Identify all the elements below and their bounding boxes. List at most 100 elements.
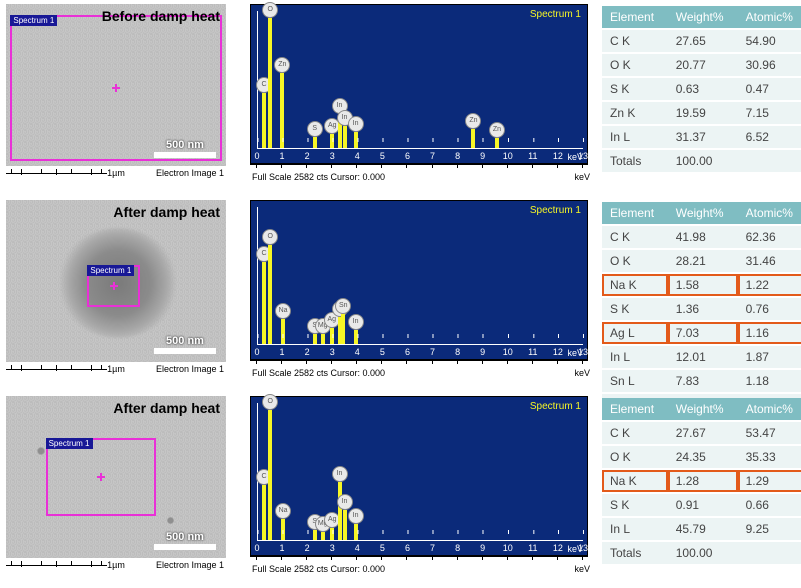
table-cell: 54.90 bbox=[738, 30, 801, 52]
peak-label-icon: Zn bbox=[274, 57, 290, 73]
table-cell: 27.65 bbox=[668, 30, 738, 52]
x-tick: 9 bbox=[480, 151, 485, 161]
table-cell: S K bbox=[602, 298, 668, 320]
x-unit-label: keV bbox=[567, 348, 583, 358]
x-tick: 5 bbox=[380, 543, 385, 553]
spectrum-footer: Full Scale 2582 cts Cursor: 0.000keV bbox=[250, 170, 592, 182]
table-row: Sn L7.831.18 bbox=[602, 370, 801, 392]
x-tick: 7 bbox=[430, 543, 435, 553]
peak-label-icon: In bbox=[348, 116, 364, 132]
eds-spectrum-plot: Spectrum 1CONaSMgAgInInIn012345678910111… bbox=[250, 396, 588, 556]
table-cell bbox=[738, 542, 801, 564]
spectrum-peak: In bbox=[343, 126, 347, 148]
x-tick: 11 bbox=[528, 543, 537, 553]
spectrum-box-label: Spectrum 1 bbox=[87, 265, 134, 276]
peak-label-icon: Sn bbox=[335, 298, 351, 314]
peak-label-icon: In bbox=[348, 314, 364, 330]
table-cell: 45.79 bbox=[668, 518, 738, 540]
eds-spectrum-panel: Spectrum 1CONaSMgAgInInIn012345678910111… bbox=[250, 396, 588, 584]
table-cell: 0.91 bbox=[668, 494, 738, 516]
spectrum-box-label: Spectrum 1 bbox=[10, 15, 57, 26]
table-cell: O K bbox=[602, 250, 668, 272]
table-cell: 0.47 bbox=[738, 78, 801, 100]
table-cell: 27.67 bbox=[668, 422, 738, 444]
scale-bar-line bbox=[154, 348, 216, 354]
sem-ruler-label: 1µm bbox=[107, 364, 125, 374]
table-cell: 62.36 bbox=[738, 226, 801, 248]
table-cell: 1.16 bbox=[738, 322, 801, 344]
spectrum-peak: C bbox=[262, 93, 266, 148]
table-cell: 20.77 bbox=[668, 54, 738, 76]
spectrum-selection-box: Spectrum 1 bbox=[87, 265, 140, 307]
spectrum-peak: C bbox=[262, 485, 266, 540]
peak-label-icon: Na bbox=[275, 303, 291, 319]
x-tick: 2 bbox=[305, 151, 310, 161]
figure-grid: Spectrum 1Before damp heat500 nm1µmElect… bbox=[0, 0, 801, 588]
spectrum-peak: Zn bbox=[471, 129, 475, 148]
spectrum-ruler bbox=[250, 164, 588, 170]
x-tick: 8 bbox=[455, 151, 460, 161]
scale-bar-line bbox=[154, 544, 216, 550]
x-tick: 6 bbox=[405, 151, 410, 161]
x-tick: 5 bbox=[380, 347, 385, 357]
eds-table-panel: ElementWeight%Atomic%C K27.6753.47O K24.… bbox=[602, 396, 801, 584]
x-tick: 10 bbox=[503, 347, 513, 357]
sem-caption: After damp heat bbox=[113, 204, 220, 220]
x-tick: 1 bbox=[280, 543, 285, 553]
x-tick: 7 bbox=[430, 347, 435, 357]
table-row: S K1.360.76 bbox=[602, 298, 801, 320]
table-row: C K41.9862.36 bbox=[602, 226, 801, 248]
eds-table-panel: ElementWeight%Atomic%C K41.9862.36O K28.… bbox=[602, 200, 801, 388]
sem-ruler bbox=[6, 561, 107, 569]
x-tick: 2 bbox=[305, 347, 310, 357]
peak-label-icon: Na bbox=[275, 503, 291, 519]
x-tick: 1 bbox=[280, 151, 285, 161]
spectrum-selection-box: Spectrum 1 bbox=[46, 438, 156, 516]
table-header-cell: Weight% bbox=[668, 202, 738, 224]
table-cell: 12.01 bbox=[668, 346, 738, 368]
sem-panel: Spectrum 1Before damp heat500 nm1µmElect… bbox=[6, 4, 236, 192]
x-tick: 6 bbox=[405, 543, 410, 553]
spectrum-peak: Mg bbox=[321, 334, 325, 344]
table-cell: O K bbox=[602, 446, 668, 468]
x-unit-label: keV bbox=[567, 544, 583, 554]
table-header-cell: Atomic% bbox=[738, 202, 801, 224]
table-cell: 1.22 bbox=[738, 274, 801, 296]
table-cell: C K bbox=[602, 30, 668, 52]
table-cell bbox=[738, 150, 801, 172]
table-cell: Totals bbox=[602, 542, 668, 564]
eds-table: ElementWeight%Atomic%C K27.6753.47O K24.… bbox=[602, 396, 801, 566]
table-row: O K28.2131.46 bbox=[602, 250, 801, 272]
sem-image: Spectrum 1Before damp heat500 nm bbox=[6, 4, 226, 166]
sem-ruler-label: 1µm bbox=[107, 560, 125, 570]
table-header-row: ElementWeight%Atomic% bbox=[602, 398, 801, 420]
x-tick: 4 bbox=[355, 151, 360, 161]
x-tick: 12 bbox=[553, 543, 563, 553]
sem-caption: After damp heat bbox=[113, 400, 220, 416]
table-header-cell: Weight% bbox=[668, 398, 738, 420]
table-cell: 28.21 bbox=[668, 250, 738, 272]
spectrum-bars: CONaSMgAgInSnIn bbox=[257, 207, 583, 344]
x-tick: 7 bbox=[430, 151, 435, 161]
x-tick: 12 bbox=[553, 347, 563, 357]
spectrum-peak: In bbox=[338, 482, 342, 540]
x-tick: 10 bbox=[503, 543, 513, 553]
spectrum-peak: C bbox=[262, 262, 266, 344]
spectrum-peak: Mg bbox=[321, 532, 325, 540]
spectrum-bars: COZnSAgInInInZnZn bbox=[257, 11, 583, 148]
x-tick: 9 bbox=[480, 347, 485, 357]
table-cell: 1.18 bbox=[738, 370, 801, 392]
table-row: O K20.7730.96 bbox=[602, 54, 801, 76]
table-cell: 41.98 bbox=[668, 226, 738, 248]
x-tick: 3 bbox=[330, 347, 335, 357]
table-cell: In L bbox=[602, 518, 668, 540]
table-cell: Zn K bbox=[602, 102, 668, 124]
x-tick: 11 bbox=[528, 151, 537, 161]
table-header-cell: Atomic% bbox=[738, 398, 801, 420]
table-row: O K24.3535.33 bbox=[602, 446, 801, 468]
scale-bar: 500 nm bbox=[154, 335, 216, 354]
sem-ruler bbox=[6, 169, 107, 177]
table-header-cell: Element bbox=[602, 6, 668, 28]
table-cell: 19.59 bbox=[668, 102, 738, 124]
table-row: C K27.6554.90 bbox=[602, 30, 801, 52]
